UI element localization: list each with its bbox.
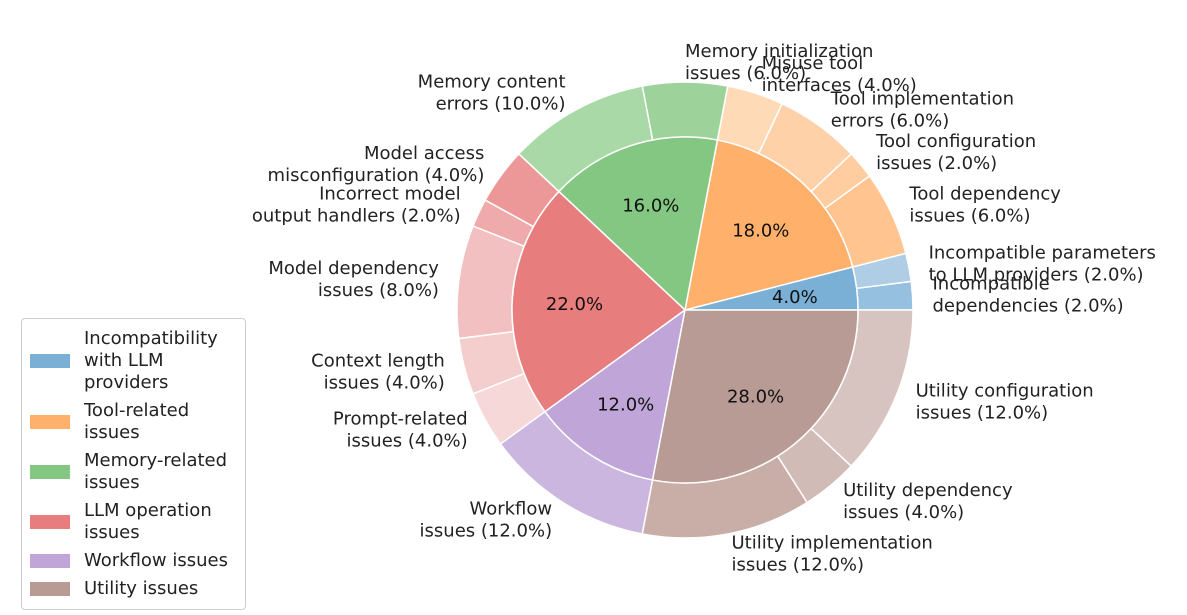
legend-swatch — [30, 465, 70, 479]
legend-item-utility-issues: Utility issues — [22, 575, 245, 603]
outer-label-incompatible-parameters-to-llm-providers-2-0: Incompatible parameters to LLM providers … — [929, 243, 1156, 286]
outer-label-misuse-tool-interfaces-4-0: Misuse tool interfaces (4.0%) — [762, 53, 917, 96]
inner-percent-tool-related-issues: 18.0% — [732, 220, 789, 241]
inner-slice-workflow-issues — [543, 308, 687, 481]
legend-item-incompatibility-with-llm-providers: Incompatibility with LLM providers — [22, 325, 245, 397]
inner-slice-utility-issues — [651, 309, 859, 484]
inner-percent-utility-issues: 28.0% — [727, 386, 784, 407]
outer-label-incorrect-model-output-handlers-2-0: Incorrect model output handlers (2.0%) — [252, 183, 461, 226]
inner-percent-incompatibility-with-llm-providers: 4.0% — [772, 287, 818, 308]
chart-legend: Incompatibility with LLM providers Tool-r… — [21, 318, 246, 610]
outer-label-memory-initialization-issues-6-0: Memory initialization issues (6.0%) — [685, 41, 873, 84]
inner-percent-llm-operation-issues: 22.0% — [546, 294, 603, 315]
inner-percent-memory-related-issues: 16.0% — [622, 196, 679, 217]
outer-label-tool-dependency-issues-6-0: Tool dependency issues (6.0%) — [908, 183, 1061, 226]
outer-label-context-length-issues-4-0: Context length issues (4.0%) — [311, 351, 445, 394]
legend-swatch — [30, 354, 70, 368]
legend-label: Workflow issues — [84, 550, 228, 571]
inner-slice-memory-related-issues — [557, 136, 719, 312]
legend-item-workflow-issues: Workflow issues — [22, 547, 245, 575]
legend-label: Memory-related issues — [84, 450, 228, 493]
outer-label-memory-content-errors-10-0: Memory content errors (10.0%) — [418, 72, 566, 115]
outer-label-utility-implementation-issues-12-0: Utility implementation issues (12.0%) — [731, 533, 932, 576]
outer-slice-memory-initialization-issues-6-0 — [641, 81, 729, 141]
legend-label: LLM operation issues — [84, 500, 212, 543]
legend-label: Tool-related issues — [84, 400, 190, 443]
legend-item-tool-related-issues: Tool-related issues — [22, 397, 245, 447]
outer-label-incompatible-dependencies-2-0: Incompatible dependencies (2.0%) — [933, 273, 1124, 316]
legend-swatch — [30, 554, 70, 568]
inner-slice-llm-operation-issues — [511, 190, 687, 413]
legend-swatch — [30, 415, 70, 429]
legend-swatch — [30, 515, 70, 529]
legend-label: Utility issues — [84, 578, 199, 599]
outer-label-utility-configuration-issues-12-0: Utility configuration issues (12.0%) — [916, 380, 1094, 423]
outer-label-prompt-related-issues-4-0: Prompt-related issues (4.0%) — [333, 408, 468, 451]
inner-percent-labels: 4.0% 18.0% 16.0% 22.0% 12.0% 28.0% — [546, 196, 818, 416]
outer-label-model-access-misconfiguration-4-0: Model access misconfiguration (4.0%) — [268, 143, 485, 186]
outer-label-tool-configuration-issues-2-0: Tool configuration issues (2.0%) — [875, 131, 1036, 174]
legend-swatch — [30, 582, 70, 596]
outer-label-workflow-issues-12-0: Workflow issues (12.0%) — [420, 498, 553, 541]
outer-slice-labels: Incompatible dependencies (2.0%)Incompati… — [252, 41, 1156, 576]
legend-item-memory-related-issues: Memory-related issues — [22, 447, 245, 497]
legend-label: Incompatibility with LLM providers — [84, 328, 218, 393]
outer-label-model-dependency-issues-8-0: Model dependency issues (8.0%) — [268, 258, 439, 301]
inner-slice-tool-related-issues — [684, 139, 854, 312]
inner-percent-workflow-issues: 12.0% — [597, 394, 654, 415]
inner-pie — [511, 136, 859, 484]
outer-label-utility-dependency-issues-4-0: Utility dependency issues (4.0%) — [843, 480, 1013, 523]
legend-item-llm-operation-issues: LLM operation issues — [22, 497, 245, 547]
outer-label-tool-implementation-errors-6-0: Tool implementation errors (6.0%) — [830, 88, 1014, 131]
